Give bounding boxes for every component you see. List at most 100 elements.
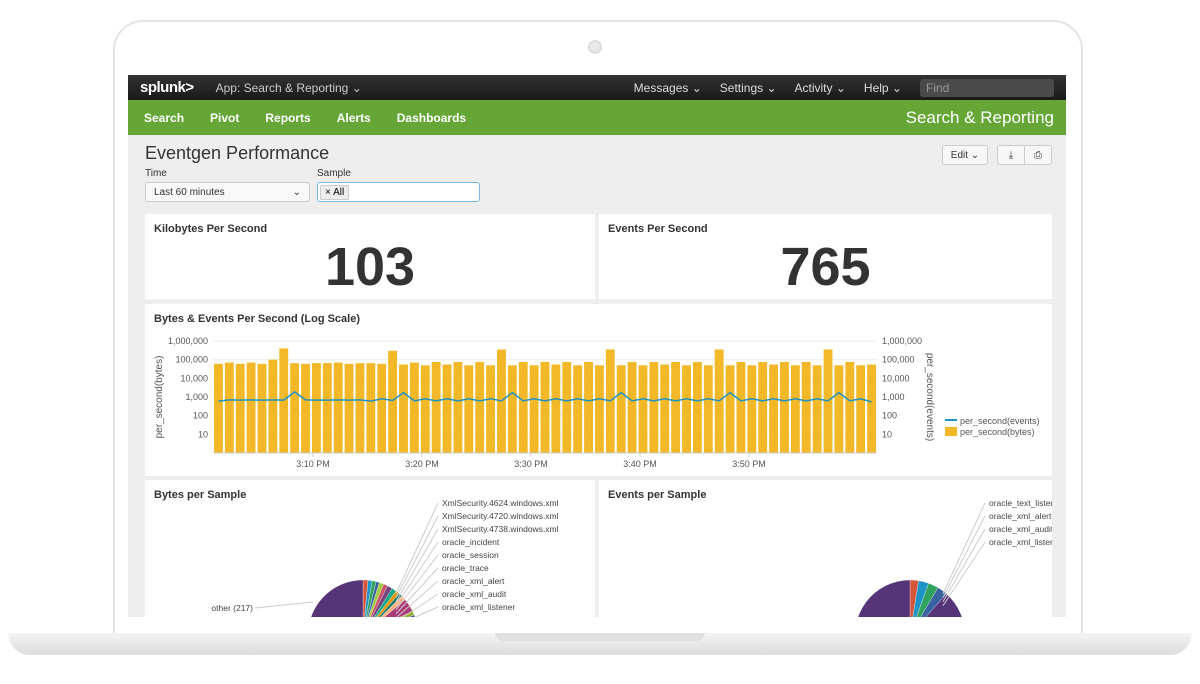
page-title: Eventgen Performance [145,143,330,163]
bar [246,362,256,453]
time-picker[interactable]: Last 60 minutes ⌄ [145,182,310,202]
bar [812,365,822,453]
panel-title: Kilobytes Per Second [154,223,268,235]
bar [867,364,876,453]
x-tick-label: 3:50 PM [732,459,766,469]
sample-label: Sample [317,168,351,179]
bar [301,363,310,453]
bar [736,361,746,453]
print-icon[interactable]: ⎙ [1024,145,1052,165]
messages-menu[interactable]: Messages ⌄ [633,80,702,95]
bar [801,361,811,453]
sample-token[interactable]: × All [320,185,350,200]
leader-line [942,528,986,602]
bar [344,363,354,453]
panel-title: Events per Sample [608,489,707,501]
leader-line [395,567,439,615]
bar [790,365,800,453]
leader-line [395,515,439,598]
laptop-base [8,633,1192,655]
y2-tick-label: 10,000 [882,373,910,383]
eps-value: 765 [780,237,871,297]
bar [333,362,343,453]
download-icon[interactable]: ⤓ [997,145,1025,165]
legend-swatch-events [945,419,957,421]
leader-line [395,528,439,602]
bar [616,365,626,453]
x-tick-label: 3:40 PM [623,459,657,469]
pie-label: oracle_session [442,550,499,560]
activity-menu[interactable]: Activity ⌄ [794,80,846,95]
bar [834,365,844,453]
y-tick-label: 100 [193,411,208,421]
splunk-logo[interactable]: splunk> [140,79,194,96]
y2-tick-label: 1,000 [882,392,905,402]
nav-search[interactable]: Search [144,110,185,125]
x-tick-label: 3:10 PM [296,459,330,469]
leader-line [942,515,986,598]
leader-line [254,601,314,609]
bar [311,363,321,453]
nav-dashboards[interactable]: Dashboards [396,110,467,125]
chevron-down-icon: ⌄ [292,187,301,198]
y-axis-label: per_second(bytes) [154,356,165,439]
nav-pivot[interactable]: Pivot [210,110,240,125]
events-pie-panel: Events per Sample oracle_text_listeneror… [599,480,1052,617]
nav-alerts[interactable]: Alerts [336,110,371,125]
y2-tick-label: 100 [882,411,897,421]
bar [682,365,691,453]
time-value: Last 60 minutes [154,187,225,198]
bar [529,365,539,453]
bar [486,365,496,453]
app-menu[interactable]: App: Search & Reporting ⌄ [215,80,362,95]
bar [594,365,604,453]
bar [409,362,419,453]
eps-panel: Events Per Second 765 [599,214,1052,299]
legend-item: per_second(events) [960,416,1040,426]
bar [453,361,463,453]
bar [420,365,430,453]
y-tick-label: 10 [198,429,208,439]
settings-menu[interactable]: Settings ⌄ [719,80,777,95]
y2-tick-label: 100,000 [882,355,915,365]
bytes-pie: XmlSecurity.4624.windows.xml XmlSecurity.… [211,498,559,617]
bar [551,364,561,453]
kbps-panel: Kilobytes Per Second 103 [145,214,595,299]
bar [290,363,300,453]
nav-reports[interactable]: Reports [265,110,311,125]
bytes-pie-panel: Bytes per Sample XmlSecurity.4624.window… [145,480,595,617]
edit-button[interactable]: Edit ⌄ [942,145,988,165]
bar [235,363,245,453]
bar [388,350,398,453]
bar [725,365,735,453]
laptop-notch [495,633,705,641]
bar [769,364,779,453]
app-nav: Search Pivot Reports Alerts Dashboards S… [128,100,1066,135]
pie-label: XmlSecurity.4720.windows.xml [442,511,559,521]
bar [464,365,474,453]
bar [507,365,517,453]
pie-slice [408,614,416,617]
y-tick-label: 100,000 [175,355,208,365]
bar [573,365,583,453]
bar [442,364,452,453]
leader-line [942,541,986,607]
bar [845,361,855,453]
bar [638,365,648,453]
pie-label: oracle_xml_alert [989,511,1052,521]
help-menu[interactable]: Help ⌄ [863,80,902,95]
bar [627,361,637,453]
x-tick-label: 3:30 PM [514,459,548,469]
legend-swatch-bytes [945,427,957,436]
sample-multiselect[interactable]: × All [317,182,480,202]
app-title: Search & Reporting [905,107,1054,127]
bar [703,365,713,453]
timechart-panel: Bytes & Events Per Second (Log Scale) 1,… [145,304,1052,476]
leader-line [942,502,986,594]
top-bar: splunk> App: Search & Reporting ⌄ Messag… [128,75,1066,100]
screen: splunk> App: Search & Reporting ⌄ Messag… [128,75,1066,617]
find-input[interactable]: Find [920,78,1054,97]
bar [431,361,441,453]
bar [268,359,278,453]
pie-label: XmlSecurity.4624.windows.xml [442,498,559,508]
